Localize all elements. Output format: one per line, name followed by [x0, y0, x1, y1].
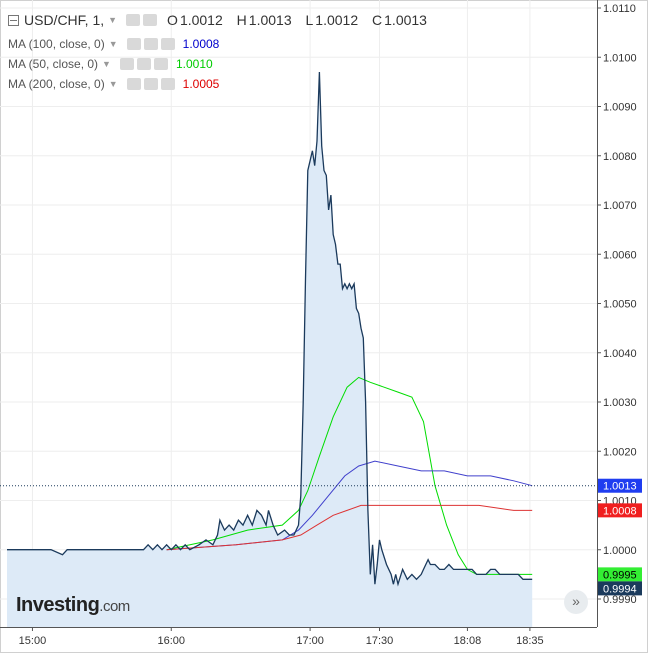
eye-icon[interactable]	[126, 38, 141, 50]
y-tick-label: 1.0080	[603, 151, 637, 163]
gear-icon[interactable]	[143, 14, 158, 26]
indicator-value: 1.0005	[182, 77, 220, 91]
ohlc-values: O 1.0012 H 1.0013 L 1.0012 C 1.0013	[167, 12, 437, 28]
series-line-ma-200-close-0	[166, 504, 533, 551]
ohlc-low-key: L	[305, 12, 314, 28]
gear-icon[interactable]	[143, 78, 158, 90]
price-label-bg	[598, 581, 642, 596]
y-tick-label: 0.9990	[603, 594, 637, 606]
logo-suffix: .com	[99, 598, 130, 615]
close-icon[interactable]	[160, 78, 175, 90]
time-axis[interactable]: 15:00 16:00 17:00 17:30 18:08 18:35	[19, 627, 544, 647]
ohlc-high-key: H	[236, 12, 247, 28]
indicator-label: MA (200, close, 0)	[8, 77, 105, 91]
series-line-ma-50-close-0	[166, 376, 533, 575]
ohlc-close-key: C	[372, 12, 383, 28]
double-chevron-right-icon[interactable]: »	[564, 590, 588, 614]
ohlc-open-value: 1.0012	[179, 12, 223, 28]
gear-icon[interactable]	[136, 58, 151, 70]
ohlc-high-value: 1.0013	[248, 12, 292, 28]
price-label: 0.9994	[603, 583, 637, 595]
x-tick-label: 16:00	[158, 635, 186, 647]
series-line-usd-chf	[7, 71, 533, 587]
y-tick-label: 1.0050	[603, 299, 637, 311]
price-label: 1.0008	[603, 505, 637, 517]
eye-icon[interactable]	[126, 78, 141, 90]
y-tick-label: 1.0030	[603, 397, 637, 409]
collapse-icon[interactable]	[8, 14, 19, 26]
indicator-label: MA (100, close, 0)	[8, 37, 105, 51]
chevron-down-icon[interactable]: ▼	[108, 39, 118, 49]
y-tick-label: 1.0070	[603, 200, 637, 212]
chevron-down-icon[interactable]: ▼	[108, 79, 118, 89]
gear-icon[interactable]	[143, 38, 158, 50]
y-tick-label: 1.0100	[603, 52, 637, 64]
y-tick-label: 1.0040	[603, 348, 637, 360]
x-tick-label: 18:08	[454, 635, 482, 647]
price-label-bg	[598, 503, 642, 518]
ohlc-open-key: O	[167, 12, 178, 28]
symbol-title: USD/CHF, 1,	[24, 12, 105, 28]
y-tick-label: 1.0090	[603, 102, 637, 114]
x-tick-label: 17:30	[366, 635, 394, 647]
eye-icon[interactable]	[119, 58, 134, 70]
close-icon[interactable]	[153, 58, 168, 70]
series-layer	[0, 71, 597, 627]
price-labels: 1.0013 1.0008 0.9995 0.9994	[598, 478, 642, 596]
indicator-legend-ma50: MA (50, close, 0) ▼ 1.0010	[8, 57, 213, 71]
logo-text: Investing	[16, 594, 100, 616]
price-label-bg	[598, 567, 642, 582]
x-tick-label: 18:35	[516, 635, 544, 647]
close-icon[interactable]	[160, 38, 175, 50]
investing-logo: Investing.com	[16, 594, 130, 617]
ohlc-close-value: 1.0013	[384, 12, 427, 28]
y-tick-label: 1.0000	[603, 545, 637, 557]
price-label: 1.0013	[603, 481, 637, 493]
y-tick-label: 1.0020	[603, 446, 637, 458]
indicator-legend-ma100: MA (100, close, 0) ▼ 1.0008	[8, 37, 219, 51]
indicator-value: 1.0008	[182, 37, 220, 51]
x-tick-label: 17:00	[296, 635, 324, 647]
price-label-bg	[598, 478, 642, 493]
indicator-value: 1.0010	[175, 57, 213, 71]
x-tick-label: 15:00	[19, 635, 47, 647]
y-tick-label: 1.0110	[603, 3, 636, 15]
eye-icon[interactable]	[126, 14, 141, 26]
chevron-down-icon[interactable]: ▼	[108, 15, 118, 25]
y-tick-label: 1.0060	[603, 249, 637, 261]
indicator-label: MA (50, close, 0)	[8, 57, 99, 71]
indicator-legend-ma200: MA (200, close, 0) ▼ 1.0005	[8, 77, 219, 91]
ohlc-low-value: 1.0012	[315, 12, 359, 28]
price-label: 0.9995	[603, 569, 637, 581]
chevron-down-icon[interactable]: ▼	[102, 59, 111, 69]
